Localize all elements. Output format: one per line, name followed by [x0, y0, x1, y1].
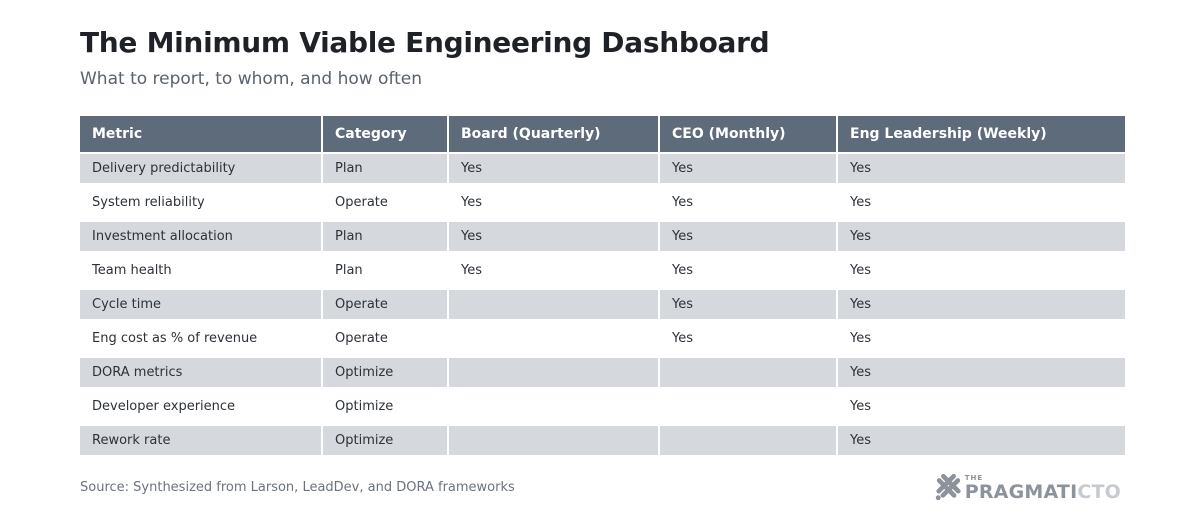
table-cell: Plan: [323, 153, 449, 188]
column-header: Eng Leadership (Weekly): [838, 115, 1125, 154]
hash-x-icon: [935, 473, 961, 500]
table-cell: [660, 391, 838, 426]
logo-dot: [935, 494, 941, 500]
page-subtitle: What to report, to whom, and how often: [80, 68, 423, 89]
table-cell: [449, 391, 660, 426]
table-header: Metric Category Board (Quarterly) CEO (Mont…: [80, 115, 1125, 154]
table-row: Developer experience Optimize Yes: [80, 391, 1125, 426]
table-cell: Optimize: [323, 357, 449, 392]
table-cell: Yes: [838, 153, 1125, 188]
logo-wordmark: PRAGMATICTO: [964, 480, 1121, 503]
table-header-row: Metric Category Board (Quarterly) CEO (Mont…: [80, 115, 1125, 154]
table-cell: Yes: [838, 255, 1125, 290]
table-body: Delivery predictability Plan Yes Yes Yes Syst…: [80, 153, 1125, 460]
infographic: The Minimum Viable Engineering Dashboard…: [80, 26, 1125, 502]
table-cell: Yes: [660, 187, 838, 222]
table-cell: Yes: [838, 357, 1125, 392]
table-cell: Delivery predictability: [80, 153, 323, 188]
table-cell: Plan: [323, 255, 449, 290]
table-row: DORA metrics Optimize Yes: [80, 357, 1125, 392]
table-cell: Yes: [660, 221, 838, 256]
table-cell: Yes: [838, 323, 1125, 358]
column-header: Metric: [80, 115, 323, 154]
table-cell: [449, 323, 660, 358]
column-header: Category: [323, 115, 449, 154]
table-cell: Yes: [449, 255, 660, 290]
logo-word-accent: CTO: [1077, 480, 1121, 503]
source-note: Source: Synthesized from Larson, LeadDev…: [80, 479, 515, 495]
column-header: CEO (Monthly): [660, 115, 838, 154]
logo-the-label: THE: [964, 473, 984, 482]
table-row: Eng cost as % of revenue Operate Yes Yes: [80, 323, 1125, 358]
table-cell: Rework rate: [80, 425, 323, 460]
table-cell: Operate: [323, 187, 449, 222]
footer: Source: Synthesized from Larson, LeadDev…: [80, 473, 1121, 502]
table-cell: Team health: [80, 255, 323, 290]
brand-logo: THE PRAGMATICTO: [934, 473, 1121, 502]
table-row: Team health Plan Yes Yes Yes: [80, 255, 1125, 290]
table-cell: Plan: [323, 221, 449, 256]
table-cell: Yes: [838, 187, 1125, 222]
table-cell: Optimize: [323, 425, 449, 460]
table-cell: [449, 425, 660, 460]
table-cell: Yes: [449, 153, 660, 188]
dashboard-table: Metric Category Board (Quarterly) CEO (Mont…: [80, 115, 1125, 460]
table-cell: Operate: [323, 289, 449, 324]
table-cell: Yes: [838, 289, 1125, 324]
table-cell: Operate: [323, 323, 449, 358]
table-cell: System reliability: [80, 187, 323, 222]
table-cell: Eng cost as % of revenue: [80, 323, 323, 358]
table-cell: DORA metrics: [80, 357, 323, 392]
table-cell: Yes: [449, 221, 660, 256]
logo-text: THE PRAGMATICTO: [964, 473, 1121, 503]
table-row: Cycle time Operate Yes Yes: [80, 289, 1125, 324]
table-cell: [660, 357, 838, 392]
table-cell: Yes: [838, 425, 1125, 460]
table-cell: Optimize: [323, 391, 449, 426]
table-cell: Yes: [660, 255, 838, 290]
table-cell: Investment allocation: [80, 221, 323, 256]
table-cell: Yes: [838, 221, 1125, 256]
column-header: Board (Quarterly): [449, 115, 660, 154]
page-title: The Minimum Viable Engineering Dashboard: [80, 26, 770, 59]
table-cell: Yes: [838, 391, 1125, 426]
table-cell: [449, 357, 660, 392]
table-row: Investment allocation Plan Yes Yes Yes: [80, 221, 1125, 256]
table-row: Delivery predictability Plan Yes Yes Yes: [80, 153, 1125, 188]
table-cell: Yes: [660, 153, 838, 188]
table-cell: Developer experience: [80, 391, 323, 426]
table-row: Rework rate Optimize Yes: [80, 425, 1125, 460]
table-cell: Cycle time: [80, 289, 323, 324]
table-cell: Yes: [660, 289, 838, 324]
table-cell: [449, 289, 660, 324]
logo-word-main: PRAGMATI: [964, 480, 1078, 503]
table-cell: Yes: [449, 187, 660, 222]
table-row: System reliability Operate Yes Yes Yes: [80, 187, 1125, 222]
table-cell: Yes: [660, 323, 838, 358]
table-cell: [660, 425, 838, 460]
